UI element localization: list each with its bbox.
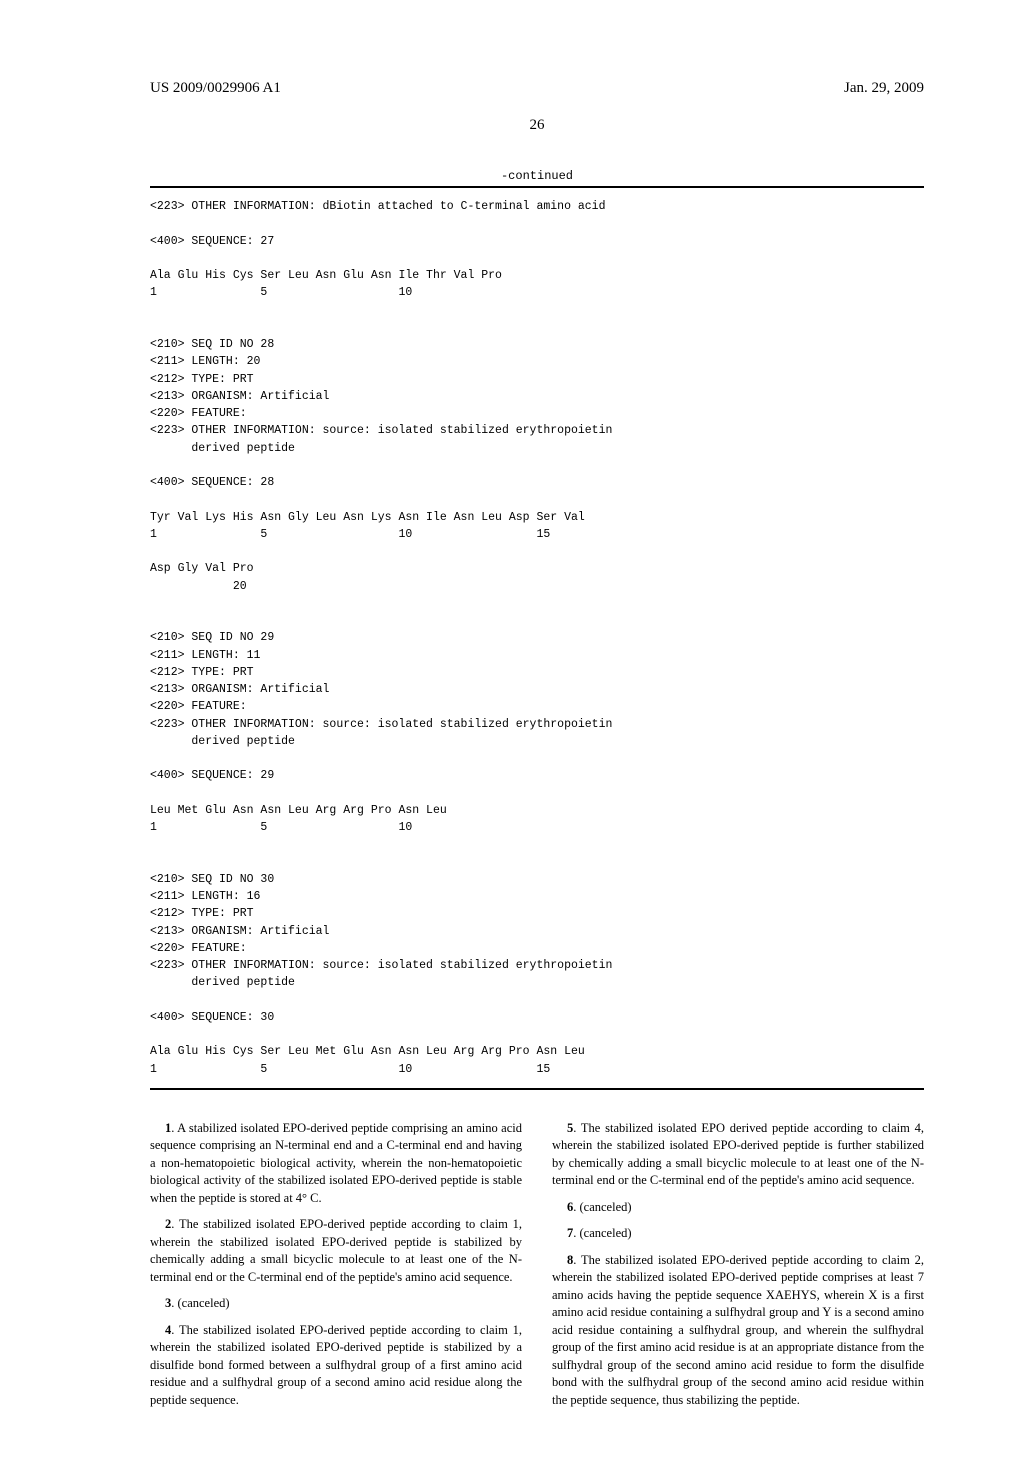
continued-label: -continued bbox=[150, 169, 924, 183]
claim-number: 1 bbox=[165, 1121, 171, 1135]
claims-section: 1. A stabilized isolated EPO-derived pep… bbox=[150, 1120, 924, 1419]
claim-7: 7. (canceled) bbox=[552, 1225, 924, 1243]
claim-8: 8. The stabilized isolated EPO-derived p… bbox=[552, 1252, 924, 1410]
claim-2: 2. The stabilized isolated EPO-derived p… bbox=[150, 1216, 522, 1286]
page-number: 26 bbox=[150, 117, 924, 134]
claim-number: 5 bbox=[567, 1121, 573, 1135]
claim-4: 4. The stabilized isolated EPO-derived p… bbox=[150, 1322, 522, 1410]
claim-number: 8 bbox=[567, 1253, 573, 1267]
sequence-listing-block: <223> OTHER INFORMATION: dBiotin attache… bbox=[150, 186, 924, 1090]
claims-left-column: 1. A stabilized isolated EPO-derived pep… bbox=[150, 1120, 522, 1419]
claim-5: 5. The stabilized isolated EPO derived p… bbox=[552, 1120, 924, 1190]
publication-date: Jan. 29, 2009 bbox=[844, 80, 924, 97]
publication-number: US 2009/0029906 A1 bbox=[150, 80, 281, 97]
claim-1: 1. A stabilized isolated EPO-derived pep… bbox=[150, 1120, 522, 1208]
claim-number: 6 bbox=[567, 1200, 573, 1214]
claim-6: 6. (canceled) bbox=[552, 1199, 924, 1217]
claim-number: 2 bbox=[165, 1217, 171, 1231]
claim-number: 3 bbox=[165, 1296, 171, 1310]
claim-number: 7 bbox=[567, 1226, 573, 1240]
page-header: US 2009/0029906 A1 Jan. 29, 2009 bbox=[150, 80, 924, 97]
claim-number: 4 bbox=[165, 1323, 171, 1337]
sequence-listing-text: <223> OTHER INFORMATION: dBiotin attache… bbox=[150, 198, 924, 1078]
claims-right-column: 5. The stabilized isolated EPO derived p… bbox=[552, 1120, 924, 1419]
claim-3: 3. (canceled) bbox=[150, 1295, 522, 1313]
